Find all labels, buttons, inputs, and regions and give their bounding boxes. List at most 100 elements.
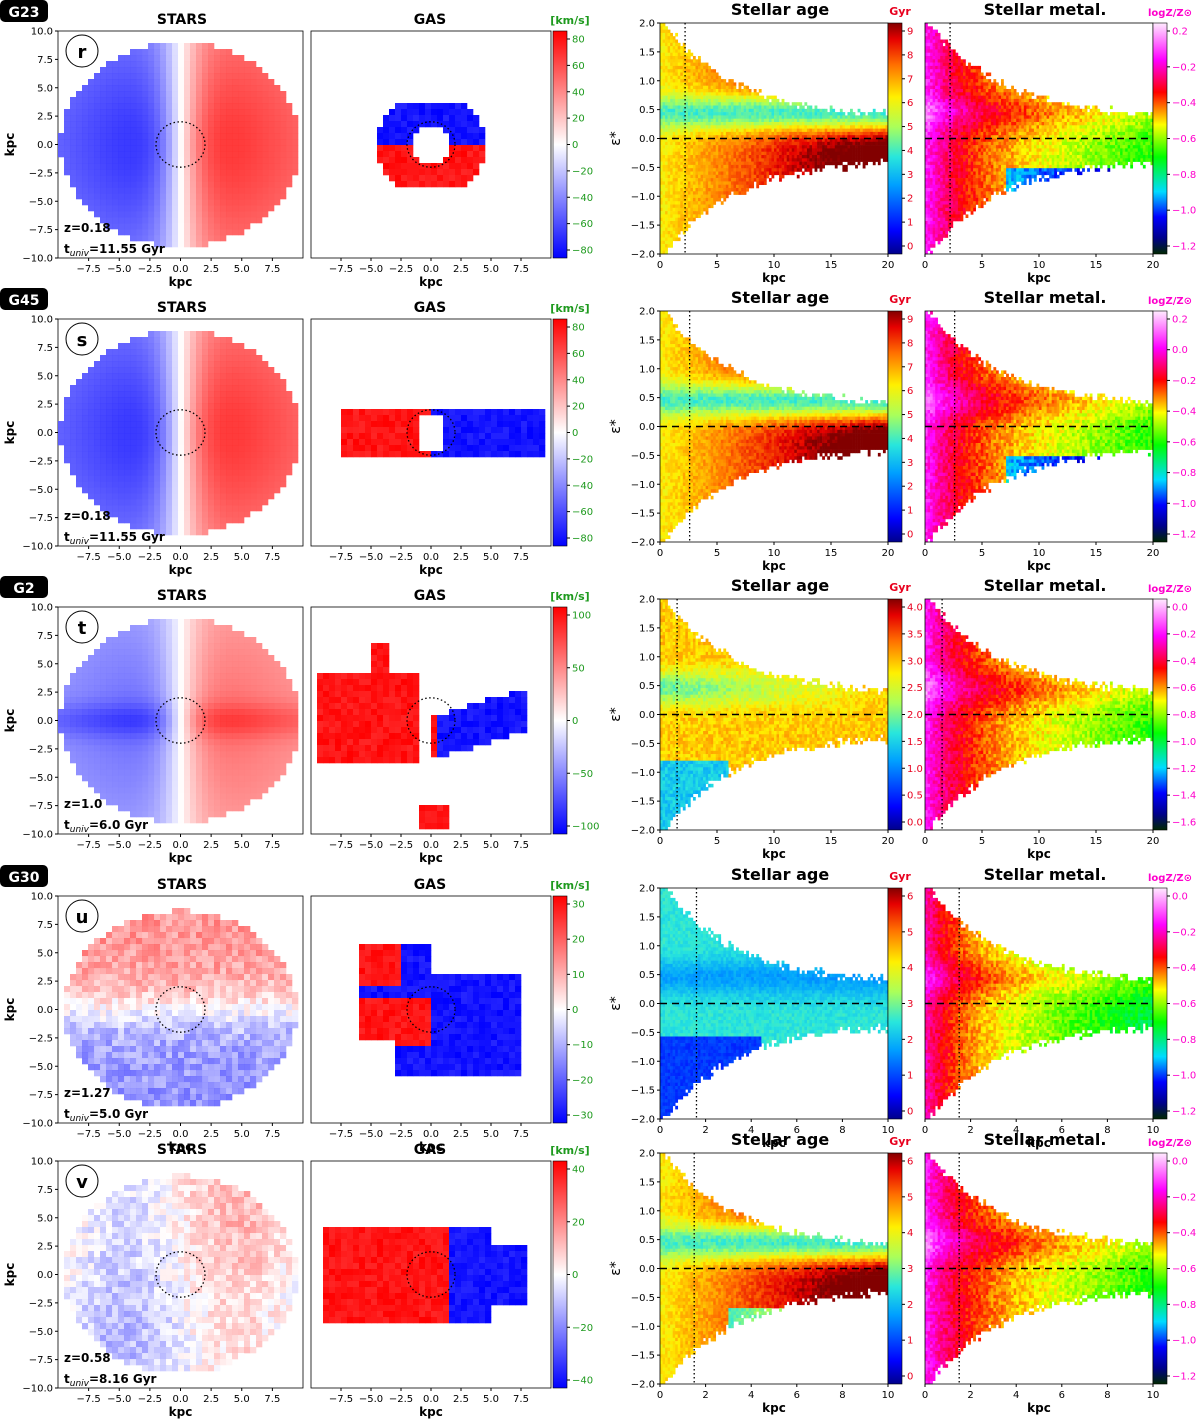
bin [806, 122, 810, 126]
bin [660, 171, 663, 176]
velocity-pixel [136, 109, 143, 116]
bin [723, 92, 727, 96]
bin [698, 108, 701, 113]
bin [660, 227, 663, 232]
bin [930, 79, 933, 83]
velocity-pixel [100, 175, 107, 182]
bin [940, 95, 944, 100]
bin [665, 194, 668, 199]
velocity-pixel [473, 145, 480, 152]
velocity-pixel [100, 211, 107, 218]
bin [665, 105, 668, 110]
velocity-pixel [274, 175, 281, 182]
bin [791, 125, 795, 129]
bin [680, 135, 684, 139]
bin [715, 92, 719, 96]
bin [710, 197, 714, 202]
bin [1033, 102, 1037, 106]
bin [692, 102, 696, 106]
bin [733, 188, 737, 192]
bin [667, 128, 671, 133]
velocity-pixel [148, 91, 155, 98]
bin [796, 118, 800, 123]
bin [988, 108, 992, 113]
bin [680, 145, 684, 149]
bin [975, 105, 979, 110]
velocity-pixel [190, 67, 197, 74]
bin [781, 168, 785, 172]
velocity-pixel [172, 91, 179, 98]
bin [687, 178, 691, 182]
bin [685, 65, 689, 70]
velocity-pixel [76, 145, 83, 152]
bin [667, 131, 671, 136]
bin [698, 82, 701, 86]
bin [771, 164, 775, 169]
bin [670, 112, 673, 116]
bin [677, 89, 681, 93]
bin [677, 125, 681, 129]
velocity-pixel [238, 127, 245, 134]
bin [801, 131, 805, 136]
bin [660, 95, 663, 100]
bin [796, 155, 800, 159]
velocity-pixel [389, 115, 396, 122]
velocity-pixel [130, 67, 137, 74]
velocity-pixel [76, 139, 83, 146]
bin [1011, 112, 1014, 116]
bin [801, 135, 805, 139]
bin [973, 69, 976, 73]
bin [670, 135, 673, 139]
bin [665, 85, 668, 90]
velocity-pixel [166, 157, 173, 164]
bin [680, 131, 684, 136]
bin [963, 102, 966, 106]
bin [728, 145, 732, 149]
x-tick-label: 2.5 [453, 264, 469, 275]
velocity-pixel [142, 67, 149, 74]
bin [700, 125, 704, 129]
bin [662, 194, 666, 199]
velocity-pixel [112, 91, 119, 98]
bin [708, 135, 711, 139]
bin [995, 108, 999, 113]
velocity-pixel [160, 241, 167, 248]
bin [692, 122, 696, 126]
bin [880, 145, 884, 149]
bin [862, 158, 866, 162]
velocity-pixel [160, 97, 167, 104]
bin [857, 118, 861, 123]
bin [736, 112, 739, 116]
bin [667, 214, 671, 218]
bin [758, 125, 762, 129]
velocity-pixel [178, 103, 185, 110]
bin [927, 112, 931, 116]
velocity-pixel [238, 73, 245, 80]
bin [937, 52, 941, 57]
bin [758, 158, 762, 162]
bin [980, 89, 984, 93]
velocity-pixel [268, 169, 275, 176]
velocity-pixel [377, 151, 384, 158]
bin [872, 155, 876, 159]
bin [748, 181, 752, 185]
bin [710, 178, 714, 182]
bin [708, 145, 711, 149]
bin [935, 92, 938, 96]
bin [789, 122, 793, 126]
bin [665, 92, 668, 96]
bin [720, 135, 724, 139]
bin [667, 125, 671, 129]
bin [990, 92, 994, 96]
velocity-pixel [244, 199, 251, 206]
bin [751, 92, 755, 96]
bin [799, 135, 803, 139]
bin [720, 138, 724, 143]
bin [700, 155, 704, 159]
bin [1008, 98, 1012, 103]
velocity-pixel [82, 115, 89, 122]
bin [710, 191, 714, 195]
bin [698, 105, 701, 110]
velocity-pixel [124, 103, 131, 110]
bin [662, 178, 666, 182]
